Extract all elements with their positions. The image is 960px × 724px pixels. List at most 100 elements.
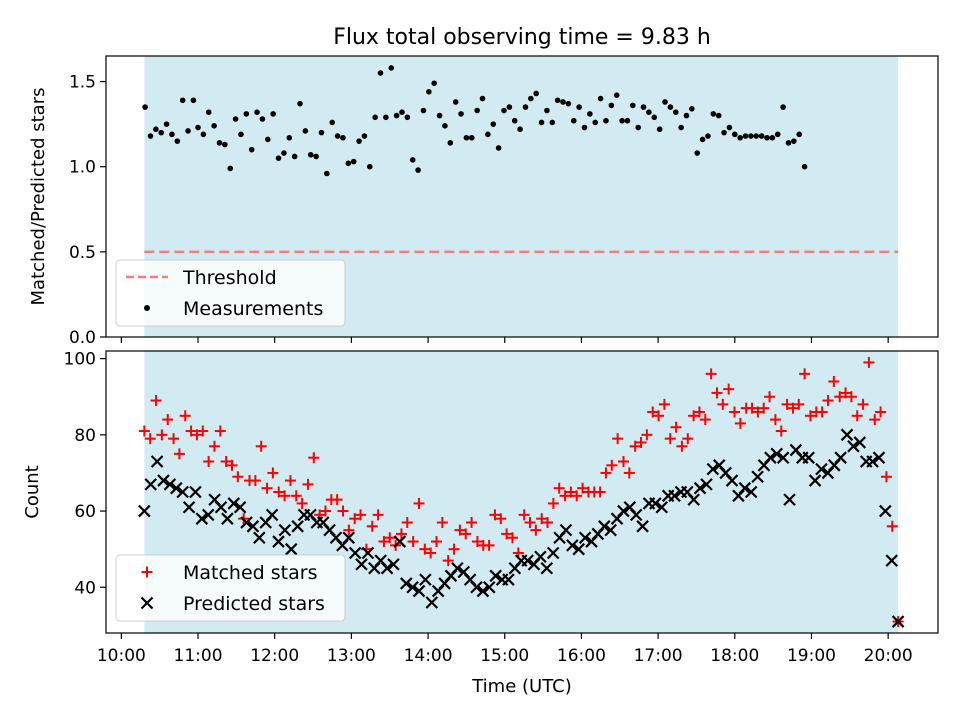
x-tick-label: 15:00	[480, 646, 529, 666]
predicted-star-point	[451, 561, 464, 575]
measurement-point	[624, 117, 631, 124]
predicted-star-point	[815, 462, 828, 476]
matched-star-point	[355, 509, 367, 521]
measurement-point	[190, 97, 197, 104]
predicted-star-point	[834, 451, 847, 464]
matched-star-point	[431, 536, 443, 548]
measurement-point	[399, 109, 405, 115]
matched-star-point	[156, 429, 168, 441]
measurement-point	[436, 112, 443, 119]
measurement-point	[200, 131, 207, 138]
matched-star-point	[506, 532, 518, 544]
predicted-star-point	[597, 520, 611, 533]
measurement-point	[710, 111, 717, 117]
predicted-star-point	[419, 573, 432, 586]
measurement-point	[662, 99, 668, 105]
matched-star-point	[647, 406, 659, 418]
measurement-point	[597, 95, 604, 102]
matched-star-point	[448, 543, 460, 555]
matched-star-point	[670, 421, 682, 433]
predicted-star-point	[387, 558, 400, 571]
matched-star-point	[471, 536, 483, 548]
matched-star-point	[594, 486, 606, 498]
measurement-point	[656, 126, 663, 133]
predicted-star-point	[272, 535, 285, 548]
matched-star-point	[203, 456, 215, 468]
measurement-point	[163, 121, 170, 127]
top-panel: 0.0 0.5 1.0 1.5 Matched/Predicted stars Thr…	[28, 55, 939, 348]
predicted-star-point	[476, 584, 490, 598]
bottom-y-tick-label: 100	[64, 350, 96, 370]
matched-star-point	[530, 524, 542, 536]
matched-star-point	[524, 516, 536, 528]
matched-star-point	[214, 425, 226, 437]
predicted-star-point	[636, 520, 649, 533]
measurement-point	[764, 134, 770, 141]
matched-star-point	[693, 406, 705, 418]
predicted-star-point	[253, 531, 266, 545]
matched-star-point	[407, 536, 419, 548]
measurement-point	[302, 128, 309, 134]
matched-star-point	[635, 436, 647, 448]
matched-star-point	[296, 497, 308, 509]
measurement-point	[329, 119, 336, 126]
x-tick-label: 19:00	[787, 646, 836, 666]
matched-star-point	[518, 509, 530, 521]
matched-star-point	[723, 383, 735, 395]
matched-star-point	[781, 398, 793, 410]
predicted-star-point	[725, 474, 739, 487]
matched-star-point	[869, 414, 881, 426]
matched-star-point	[857, 398, 869, 410]
matched-star-point	[764, 391, 776, 403]
measurement-point	[565, 100, 572, 107]
measurement-point	[222, 141, 228, 148]
predicted-star-point	[687, 493, 700, 506]
predicted-star-point	[502, 573, 515, 586]
measurement-point	[538, 119, 545, 126]
predicted-star-point	[150, 455, 164, 468]
predicted-star-point	[284, 542, 298, 556]
matched-star-point	[886, 520, 898, 532]
measurement-point	[785, 140, 792, 146]
predicted-star-point	[227, 497, 241, 510]
predicted-star-point	[534, 550, 547, 564]
measurement-point	[581, 124, 588, 131]
measurement-point	[340, 134, 346, 141]
x-tick-label: 11:00	[174, 646, 223, 666]
bottom-x-ticks: 10:00 11:00 12:00 13:00 14:00 15:00 16:00 17:00…	[97, 633, 913, 666]
predicted-star-point	[201, 508, 215, 522]
matched-star-point	[226, 459, 238, 471]
matched-star-point	[179, 410, 191, 422]
measurement-point	[264, 136, 271, 143]
figure-title: Flux total observing time = 9.83 h	[333, 25, 711, 50]
matched-star-point	[284, 475, 296, 487]
measurement-point	[281, 150, 287, 156]
measurement-point	[334, 133, 341, 139]
measurement-point	[753, 133, 760, 139]
measurement-point	[651, 114, 658, 121]
measurement-point	[705, 133, 711, 139]
measurement-point	[227, 165, 234, 172]
predicted-star-point	[783, 493, 796, 506]
matched-star-point	[185, 425, 197, 437]
predicted-star-point	[176, 485, 189, 499]
predicted-star-point	[802, 451, 815, 464]
bottom-y-tick-label: 60	[74, 502, 96, 522]
measurement-point	[291, 153, 298, 160]
measurement-point	[608, 102, 615, 109]
measurement-point	[587, 111, 593, 117]
matched-star-point	[845, 391, 857, 403]
measurement-point	[533, 90, 539, 97]
predicted-star-point	[240, 516, 253, 529]
predicted-star-point	[278, 523, 292, 537]
predicted-star-point	[744, 485, 758, 499]
measurement-point	[447, 140, 454, 146]
measurement-point	[216, 140, 223, 146]
matched-star-point	[395, 528, 407, 540]
measurement-point	[361, 133, 368, 139]
measurement-point	[426, 88, 432, 95]
predicted-star-point	[380, 561, 394, 575]
matched-star-point	[559, 490, 571, 502]
x-tick-label: 18:00	[710, 646, 759, 666]
